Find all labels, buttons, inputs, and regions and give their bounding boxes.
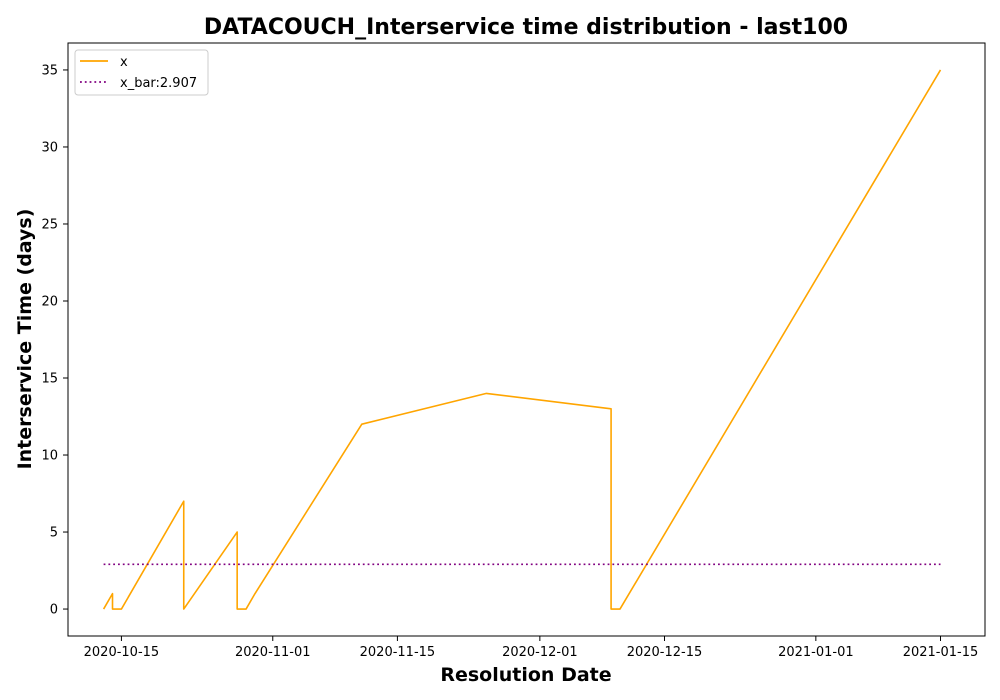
x-tick-label: 2020-12-15 <box>627 645 703 660</box>
x-tick-label: 2020-11-01 <box>235 645 311 660</box>
y-axis-label: Interservice Time (days) <box>14 209 36 470</box>
series-x-line <box>102 69 942 610</box>
y-tick-label: 10 <box>41 449 58 464</box>
y-tick-label: 20 <box>41 294 58 309</box>
y-tick-label: 25 <box>41 217 58 232</box>
legend-label-x-bar: x_bar:2.907 <box>120 76 197 91</box>
legend: x x_bar:2.907 <box>74 49 209 96</box>
chart-title: DATACOUCH_Interservice time distribution… <box>204 15 848 40</box>
series-layer <box>102 69 942 610</box>
y-tick-label: 5 <box>50 526 58 541</box>
x-tick-label: 2021-01-01 <box>778 645 854 660</box>
x-tick-label: 2020-11-15 <box>360 645 436 660</box>
x-axis-ticks: 2020-10-15 2020-11-01 2020-11-15 2020-12-01… <box>84 636 979 660</box>
plot-frame <box>67 42 986 637</box>
x-tick-label: 2020-12-01 <box>502 645 578 660</box>
legend-box <box>74 49 209 96</box>
y-axis-ticks: 0 5 10 15 20 25 30 35 <box>41 63 68 618</box>
x-tick-label: 2020-10-15 <box>84 645 160 660</box>
y-tick-label: 15 <box>41 372 58 387</box>
y-tick-label: 0 <box>50 603 58 618</box>
x-tick-label: 2021-01-15 <box>903 645 979 660</box>
y-tick-label: 30 <box>41 140 58 155</box>
y-tick-label: 35 <box>41 63 58 78</box>
legend-label-x: x <box>120 55 128 70</box>
x-axis-label: Resolution Date <box>440 664 611 686</box>
